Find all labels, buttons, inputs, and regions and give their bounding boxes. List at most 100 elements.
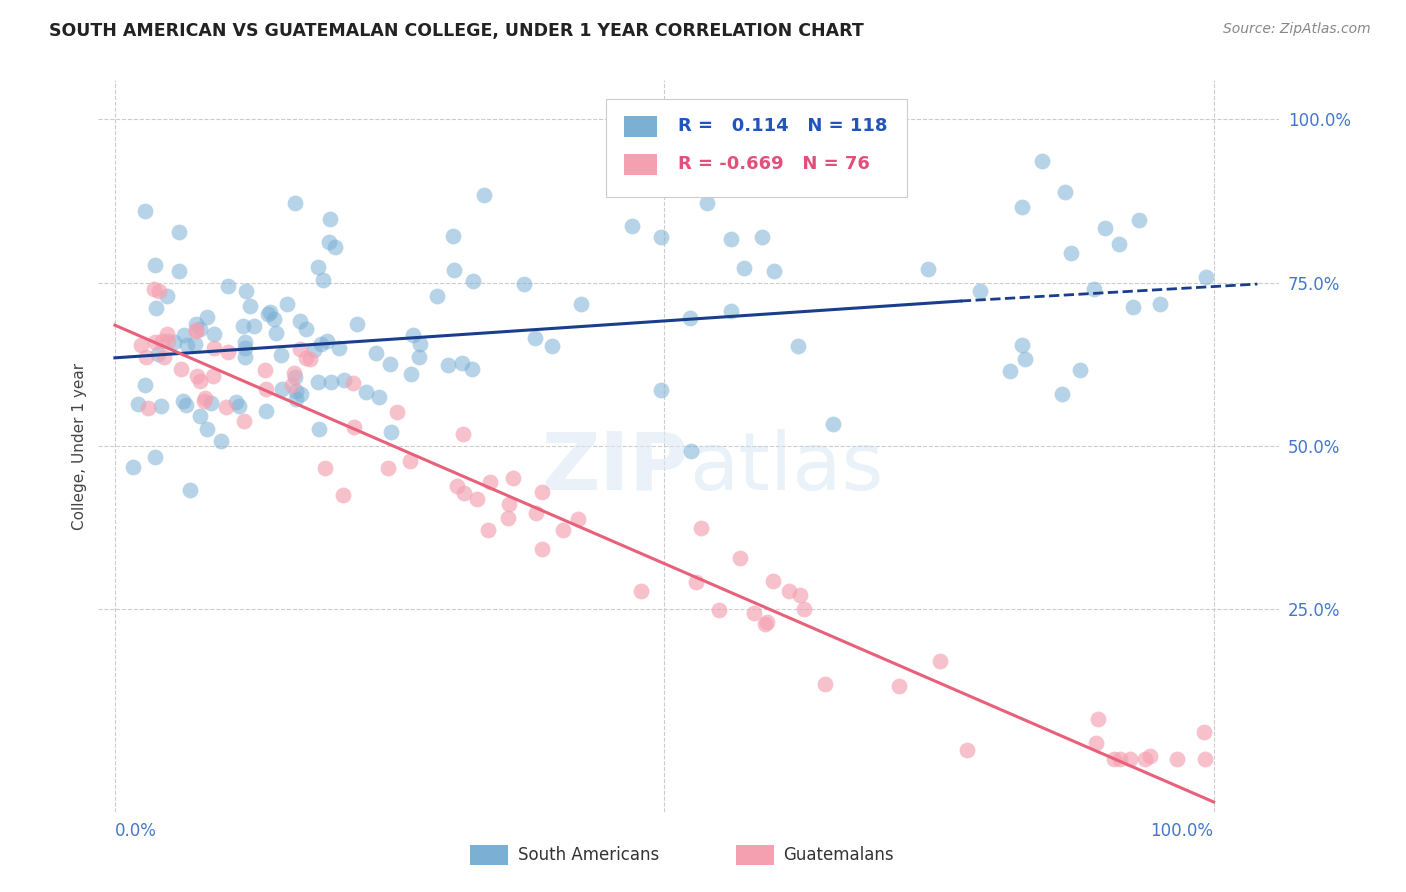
Point (136, 401, 159, 415)
Point (1053, 186, 1076, 200)
Point (259, 305, 281, 319)
Point (333, 373, 356, 387)
Point (443, 263, 465, 277)
Point (319, 212, 342, 227)
Point (679, 310, 702, 325)
Point (323, 240, 346, 254)
Point (778, 583, 800, 598)
Point (441, 228, 464, 243)
Point (143, 335, 166, 350)
Text: Guatemalans: Guatemalans (783, 846, 894, 863)
Point (679, 444, 702, 458)
Point (254, 362, 277, 376)
Point (157, 334, 180, 348)
Point (184, 317, 207, 331)
Point (239, 299, 262, 313)
Point (763, 263, 786, 277)
Point (312, 272, 335, 286)
Point (235, 285, 257, 299)
Point (283, 366, 305, 380)
Point (917, 262, 939, 277)
Point (163, 335, 186, 350)
Point (1060, 245, 1083, 260)
Point (225, 394, 247, 409)
FancyBboxPatch shape (737, 845, 773, 865)
Point (215, 400, 238, 414)
Point (150, 334, 173, 349)
Point (451, 355, 474, 369)
Point (176, 337, 198, 351)
Point (129, 338, 152, 352)
Point (179, 483, 201, 497)
Point (209, 434, 232, 448)
Point (321, 376, 343, 390)
Point (742, 606, 765, 620)
Point (621, 219, 644, 233)
Point (696, 195, 718, 210)
Point (650, 383, 672, 397)
Point (477, 523, 499, 537)
Text: SOUTH AMERICAN VS GUATEMALAN COLLEGE, UNDER 1 YEAR CORRELATION CHART: SOUTH AMERICAN VS GUATEMALAN COLLEGE, UN… (49, 22, 863, 40)
Point (188, 409, 211, 423)
Point (254, 382, 277, 396)
Point (1195, 269, 1218, 284)
Point (1119, 752, 1142, 766)
Point (513, 277, 536, 292)
Point (195, 310, 218, 325)
Point (285, 392, 308, 406)
Point (401, 367, 423, 381)
Point (308, 422, 330, 436)
Point (887, 679, 910, 693)
Point (823, 417, 845, 431)
Point (167, 225, 190, 239)
Point (1166, 752, 1188, 766)
Point (202, 327, 225, 342)
Point (202, 341, 225, 355)
Point (127, 397, 149, 411)
Y-axis label: College, Under 1 year: College, Under 1 year (72, 362, 87, 530)
Point (502, 471, 524, 485)
Point (408, 350, 430, 364)
Point (498, 496, 520, 510)
FancyBboxPatch shape (624, 154, 657, 175)
Point (1192, 725, 1215, 739)
Point (1087, 712, 1109, 726)
Point (551, 523, 574, 537)
Point (148, 284, 170, 298)
Point (685, 574, 707, 589)
Point (134, 377, 156, 392)
Point (173, 328, 195, 343)
Point (1133, 752, 1156, 766)
Point (728, 550, 751, 565)
Point (720, 304, 742, 318)
Point (1194, 752, 1216, 766)
Point (1052, 387, 1074, 401)
Point (134, 351, 156, 365)
Point (1139, 748, 1161, 763)
Point (285, 384, 308, 398)
Point (378, 357, 401, 371)
Point (284, 370, 307, 384)
Point (460, 362, 482, 376)
Point (720, 231, 742, 245)
Point (146, 347, 169, 361)
Text: South Americans: South Americans (517, 846, 659, 863)
Point (186, 324, 208, 338)
Point (217, 345, 239, 359)
Point (436, 358, 458, 372)
Point (233, 350, 256, 364)
Point (257, 307, 280, 321)
Point (228, 400, 250, 414)
Point (1122, 300, 1144, 314)
Point (1031, 153, 1053, 168)
Point (342, 376, 364, 390)
Point (145, 301, 167, 315)
Point (201, 368, 224, 383)
Point (465, 491, 488, 506)
Point (188, 374, 211, 388)
Point (524, 331, 547, 345)
Point (1069, 363, 1091, 377)
Point (288, 314, 311, 328)
Point (1108, 236, 1130, 251)
Point (174, 398, 197, 412)
